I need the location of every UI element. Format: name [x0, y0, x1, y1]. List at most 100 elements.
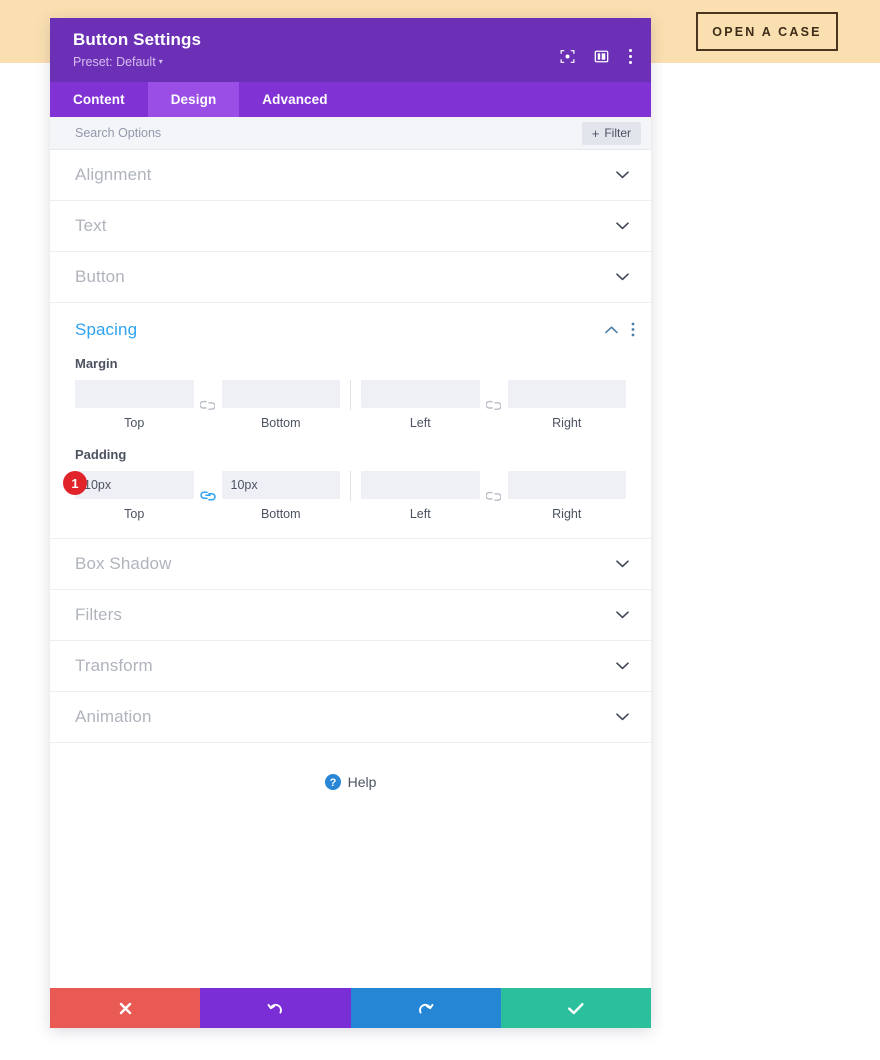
margin-left-input[interactable] [361, 380, 480, 408]
margin-link-top-bottom-icon[interactable] [194, 391, 222, 419]
page-title: Button Settings [73, 30, 202, 49]
chevron-up-icon[interactable] [605, 325, 618, 334]
section-label-animation: Animation [75, 707, 152, 726]
search-input[interactable] [75, 117, 582, 149]
modal-action-bar [50, 988, 651, 1028]
tab-advanced[interactable]: Advanced [239, 82, 350, 117]
section-label-spacing: Spacing [75, 319, 138, 339]
chevron-down-icon [616, 560, 629, 568]
padding-top-cell: Top [75, 471, 194, 521]
padding-bottom-caption: Bottom [260, 507, 301, 521]
settings-body: Alignment Text Button [50, 150, 651, 988]
padding-right-caption: Right [552, 507, 582, 521]
button-settings-modal: Button Settings Preset: Default ▾ [50, 18, 651, 1028]
padding-top-input[interactable] [75, 471, 194, 499]
section-toggle-animation[interactable]: Animation [50, 692, 651, 743]
more-options-icon[interactable] [628, 48, 633, 65]
filter-button-label: Filter [604, 126, 631, 140]
filter-button[interactable]: + Filter [581, 121, 641, 145]
section-label-filters: Filters [75, 605, 122, 624]
section-more-options-icon[interactable] [631, 322, 635, 337]
section-label-box-shadow: Box Shadow [75, 554, 172, 573]
chevron-down-icon [616, 662, 629, 670]
margin-field-group: Margin Top [50, 356, 651, 430]
margin-left-cell: Left [361, 380, 480, 430]
step-badge-1: 1 [63, 471, 87, 495]
section-toggle-button[interactable]: Button [50, 252, 651, 303]
padding-link-left-right-icon[interactable] [480, 482, 508, 510]
section-toggle-text[interactable]: Text [50, 201, 651, 252]
redo-button[interactable] [350, 988, 501, 1028]
save-button[interactable] [500, 988, 651, 1028]
tab-advanced-label: Advanced [262, 92, 328, 107]
undo-button[interactable] [200, 988, 351, 1028]
help-circle-icon: ? [324, 773, 341, 790]
padding-bottom-input[interactable] [221, 471, 340, 499]
undo-icon [267, 1000, 284, 1017]
chevron-down-icon [616, 611, 629, 619]
open-a-case-button[interactable]: OPEN A CASE [696, 12, 838, 51]
open-a-case-label: OPEN A CASE [712, 24, 822, 39]
padding-left-caption: Left [409, 507, 431, 521]
padding-bottom-cell: Bottom [221, 471, 340, 521]
margin-right-caption: Right [552, 416, 582, 430]
section-toggle-transform[interactable]: Transform [50, 641, 651, 692]
padding-top-caption: Top [124, 507, 145, 521]
padding-left-input[interactable] [361, 471, 480, 499]
section-toggle-alignment[interactable]: Alignment [50, 150, 651, 201]
margin-bottom-cell: Bottom [221, 380, 340, 430]
section-spacing: Spacing [50, 303, 651, 539]
redo-icon [417, 1000, 434, 1017]
margin-inputs: Top Bottom [75, 380, 626, 430]
margin-top-cell: Top [75, 380, 194, 430]
checkmark-icon [567, 1001, 585, 1016]
margin-bottom-input[interactable] [221, 380, 340, 408]
section-toggle-spacing[interactable]: Spacing [50, 303, 651, 356]
padding-left-right-pair: Left Right [361, 471, 626, 521]
padding-inputs: 1 Top [63, 471, 626, 521]
chevron-down-icon [616, 273, 629, 281]
close-button[interactable] [50, 988, 201, 1028]
x-icon [118, 1001, 133, 1016]
section-label-alignment: Alignment [75, 165, 152, 184]
padding-right-input[interactable] [507, 471, 626, 499]
panel-layout-icon[interactable] [594, 49, 609, 64]
margin-left-right-pair: Left Right [361, 380, 626, 430]
spacing-head-icons [605, 322, 635, 337]
field-spacer [50, 430, 651, 447]
help-label: Help [347, 773, 377, 790]
help-link[interactable]: ? Help [50, 743, 651, 795]
padding-right-cell: Right [507, 471, 626, 521]
section-label-text: Text [75, 216, 107, 235]
plus-icon: + [591, 125, 600, 141]
padding-label: Padding [75, 447, 127, 462]
section-toggle-box-shadow[interactable]: Box Shadow [50, 539, 651, 590]
preset-selector[interactable]: Preset: Default ▾ [73, 53, 163, 71]
tab-content-label: Content [73, 92, 125, 107]
margin-left-caption: Left [409, 416, 431, 430]
preset-label: Preset: Default [73, 55, 156, 69]
tab-bar: Content Design Advanced [50, 82, 651, 117]
margin-right-cell: Right [507, 380, 626, 430]
focus-target-icon[interactable] [560, 49, 575, 64]
margin-bottom-caption: Bottom [260, 416, 301, 430]
margin-label: Margin [75, 356, 118, 371]
svg-text:?: ? [329, 777, 336, 789]
margin-divider [350, 380, 351, 410]
step-badge-text: 1 [71, 475, 79, 491]
padding-field-group: Padding 1 Top [50, 447, 651, 521]
margin-top-bottom-pair: Top Bottom [75, 380, 340, 430]
section-toggle-filters[interactable]: Filters [50, 590, 651, 641]
tab-design[interactable]: Design [147, 82, 240, 117]
tab-content[interactable]: Content [50, 82, 148, 117]
padding-divider [350, 471, 351, 501]
padding-left-cell: Left [361, 471, 480, 521]
header-icon-group [560, 48, 633, 65]
padding-link-top-bottom-icon[interactable] [194, 482, 222, 510]
margin-top-caption: Top [124, 416, 145, 430]
margin-top-input[interactable] [75, 380, 194, 408]
margin-right-input[interactable] [507, 380, 626, 408]
chevron-down-icon [616, 713, 629, 721]
margin-link-left-right-icon[interactable] [480, 391, 508, 419]
